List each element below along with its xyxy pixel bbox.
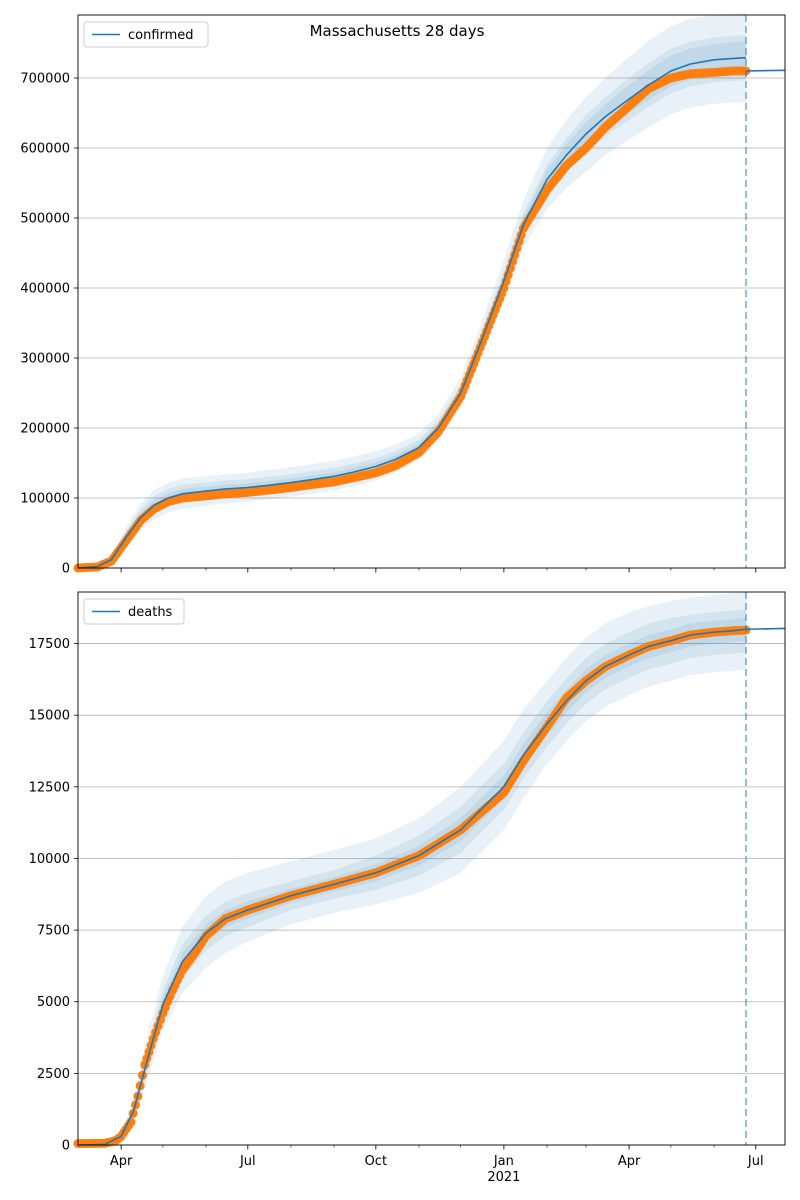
axes-frame <box>77 14 786 569</box>
model-line <box>77 628 747 1146</box>
y-tick-label: 5000 <box>37 995 70 1010</box>
legend-box <box>83 598 185 625</box>
y-tick-label: 15000 <box>29 709 70 724</box>
x-tick-label: Jul <box>239 1154 256 1169</box>
uncertainty-band <box>78 592 747 1145</box>
y-tick-label: 10000 <box>29 852 70 867</box>
y-tick-label: 500000 <box>20 212 70 227</box>
x-tick-label: Jan <box>493 1154 514 1169</box>
y-tick-label: 200000 <box>20 422 70 437</box>
x-tick-label: Apr <box>618 1154 641 1169</box>
y-tick-label: 600000 <box>20 142 70 157</box>
y-tick-label: 0 <box>62 1139 70 1154</box>
y-tick-label: 400000 <box>20 282 70 297</box>
y-tick-label: 100000 <box>20 492 70 507</box>
confirmed-panel: 0 100000 200000 300000 400000 500000 600000 700… <box>20 12 786 577</box>
x-tick-label: Jul <box>747 1154 764 1169</box>
y-tick-label: 2500 <box>37 1067 70 1082</box>
x-axis-label: 2021 <box>487 1170 520 1185</box>
y-tick-label: 700000 <box>20 72 70 87</box>
deaths-panel: 0 2500 5000 7500 10000 12500 15000 17500 Apr Jul O… <box>29 591 786 1185</box>
y-tick-label: 300000 <box>20 352 70 367</box>
x-tick-label: Oct <box>365 1154 387 1169</box>
forecast-line <box>746 627 786 631</box>
y-tick-label: 12500 <box>29 780 70 795</box>
axes-frame <box>77 591 786 1146</box>
x-tick-label: Apr <box>110 1154 133 1169</box>
legend-label: confirmed <box>128 28 194 43</box>
y-tick-label: 17500 <box>29 637 70 652</box>
y-tick-label: 0 <box>62 562 70 577</box>
forecast-line <box>746 69 786 72</box>
legend-box <box>83 21 209 48</box>
legend-label: deaths <box>128 605 173 620</box>
model-line <box>77 56 747 569</box>
y-tick-label: 7500 <box>37 924 70 939</box>
uncertainty-band <box>78 609 747 1145</box>
chart-title: Massachusetts 28 days <box>310 22 485 40</box>
